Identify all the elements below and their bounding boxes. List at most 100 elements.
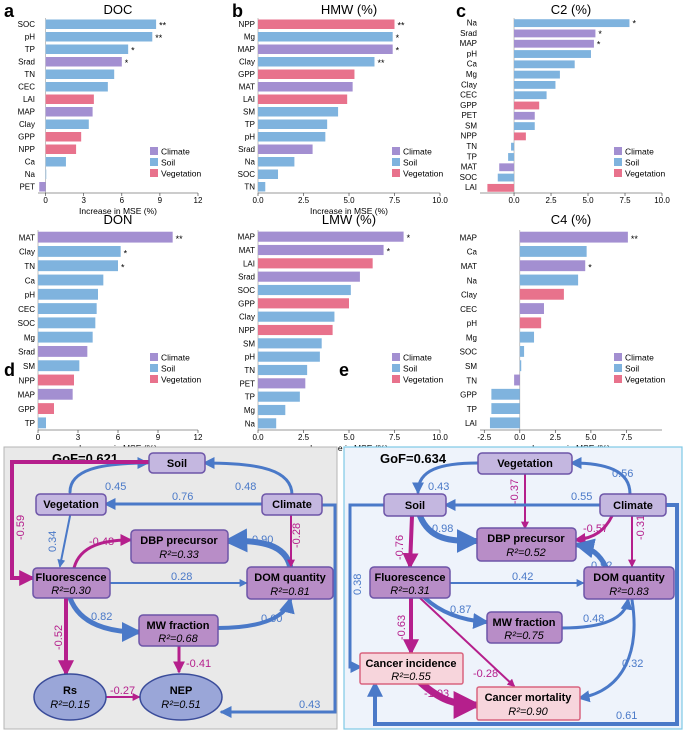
category-label: NPP: [239, 326, 255, 335]
category-label: SOC: [238, 170, 256, 179]
bar: [45, 82, 108, 92]
legend-label-soil: Soil: [403, 364, 417, 374]
category-label: TP: [245, 120, 255, 129]
plot-area: [480, 230, 662, 430]
x-tick-label: 3: [81, 196, 86, 205]
bar: [491, 388, 520, 400]
x-tick-label: 6: [120, 196, 125, 205]
svg-text:Climate: Climate: [272, 499, 312, 511]
category-label: Mg: [466, 333, 477, 342]
svg-text:DOM quantity: DOM quantity: [593, 572, 665, 584]
category-label: CEC: [460, 91, 477, 100]
svg-text:R²=0.15: R²=0.15: [50, 699, 90, 711]
coef-veg-dbp-e: -0.37: [509, 479, 521, 504]
category-label: SM: [243, 339, 255, 348]
category-label: MAP: [460, 233, 477, 242]
category-label: LAI: [243, 95, 255, 104]
category-label: TN: [24, 262, 35, 271]
svg-text:R²=0.81: R²=0.81: [270, 586, 309, 598]
legend-label-climate: Climate: [161, 147, 190, 157]
category-label: MAP: [460, 39, 477, 48]
category-label: Mg: [24, 333, 35, 342]
category-label: Na: [467, 276, 478, 285]
category-label: LAI: [23, 95, 35, 104]
x-tick-label: 0: [43, 196, 48, 205]
chart-title: LMW (%): [322, 212, 376, 227]
svg-text:Soil: Soil: [405, 500, 425, 512]
x-tick-label: 7.5: [621, 433, 633, 442]
legend-swatch-climate: [150, 353, 158, 361]
category-label: Clay: [19, 120, 35, 129]
coef-climate-soil-e: 0.55: [571, 491, 592, 503]
x-tick-label: -2.5: [477, 433, 491, 442]
svg-text:DOM quantity: DOM quantity: [254, 572, 326, 584]
significance-mark: *: [121, 263, 125, 273]
x-tick-label: 2.5: [550, 433, 562, 442]
category-label: TP: [25, 419, 35, 428]
bar: [38, 246, 121, 257]
coef-veg-soil-e: 0.43: [428, 481, 449, 493]
x-tick-label: 5.0: [343, 433, 355, 442]
bar: [38, 374, 74, 386]
bar: [258, 19, 395, 29]
x-tick-label: 7.5: [389, 196, 401, 205]
bar: [258, 157, 295, 167]
bar: [45, 119, 89, 129]
coef-veg-soil: 0.45: [105, 481, 126, 493]
panel-label-c: c: [456, 1, 466, 21]
bar: [258, 404, 286, 416]
node-mw-e: MW fraction R²=0.75: [486, 611, 563, 644]
gof-e: GoF=0.634: [380, 451, 447, 466]
category-label: TP: [467, 405, 477, 414]
category-label: NPP: [19, 145, 35, 154]
bar: [514, 91, 547, 100]
bar: [258, 44, 393, 54]
category-label: MAT: [19, 233, 35, 242]
svg-text:R²=0.51: R²=0.51: [161, 699, 200, 711]
category-label: Na: [467, 18, 478, 27]
bar: [38, 388, 73, 400]
legend-label-soil: Soil: [625, 158, 639, 168]
bar: [39, 182, 46, 192]
arrow-soil-fluor-e: [402, 514, 419, 570]
legend-label-vegetation: Vegetation: [403, 375, 443, 385]
bar: [519, 360, 522, 372]
category-label: Srad: [238, 273, 255, 282]
bar: [514, 122, 535, 130]
significance-mark: *: [407, 233, 411, 243]
category-label: LAI: [465, 183, 477, 192]
category-label: Clay: [461, 80, 477, 89]
bar: [258, 284, 351, 296]
category-label: PET: [461, 111, 477, 120]
bar: [38, 260, 118, 272]
arrow-soil-fluor: [10, 460, 151, 586]
significance-mark: *: [396, 33, 400, 43]
category-label: SOC: [460, 348, 478, 357]
chart-a: DOC SOC ** pH ** TP * Srad * TN CEC LAI MAP Clay GPP NP…: [18, 2, 203, 216]
legend-swatch-soil: [150, 158, 158, 166]
arrow-fluor-cm-e: [419, 597, 516, 688]
bar: [499, 163, 515, 172]
category-label: SM: [465, 121, 477, 130]
bar: [38, 274, 104, 286]
legend-swatch-climate: [150, 147, 158, 155]
category-label: Srad: [460, 29, 477, 38]
arrow-veg-fluor: [57, 515, 71, 568]
svg-text:Fluorescence: Fluorescence: [375, 572, 446, 584]
bar: [258, 298, 349, 309]
legend-label-climate: Climate: [161, 353, 190, 363]
category-label: SM: [243, 108, 255, 117]
legend-label-vegetation: Vegetation: [625, 375, 665, 385]
svg-text:R²=0.55: R²=0.55: [391, 671, 431, 683]
coef-climate-nep: 0.43: [299, 699, 320, 711]
coef-rs-nep: -0.27: [110, 685, 135, 697]
node-domq-e: DOM quantity R²=0.83: [583, 566, 675, 600]
coef-soil-fluor: -0.59: [15, 515, 27, 540]
coef-climate-veg-e: 0.56: [612, 468, 633, 480]
x-tick-label: 3: [76, 433, 81, 442]
arrow-climate-soil: [202, 457, 294, 497]
bar: [45, 94, 94, 104]
svg-text:Vegetation: Vegetation: [43, 499, 99, 511]
legend-label-soil: Soil: [161, 158, 175, 168]
bar: [38, 346, 88, 357]
